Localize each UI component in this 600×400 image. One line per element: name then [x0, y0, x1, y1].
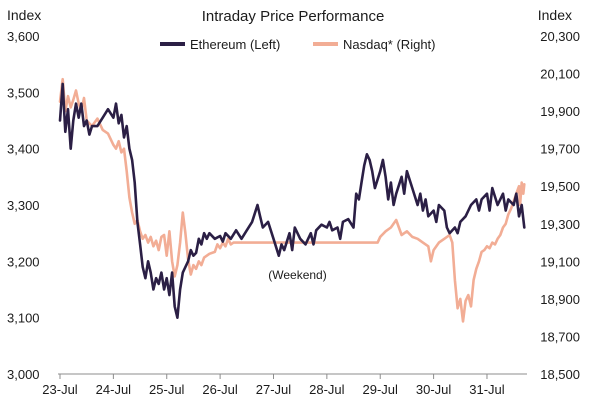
x-tick-label-3: 26-Jul — [202, 382, 238, 397]
x-tick-label-4: 27-Jul — [256, 382, 292, 397]
nasdaq-line — [58, 77, 526, 323]
chart-title: Intraday Price Performance — [202, 8, 385, 25]
right-tick-label-5: 19,500 — [540, 179, 580, 194]
left-tick-label-3: 3,300 — [7, 198, 40, 213]
legend-label-ethereum: Ethereum (Left) — [190, 37, 280, 52]
right-tick-label-3: 19,100 — [540, 254, 580, 269]
x-tick-label-7: 30-Jul — [416, 382, 452, 397]
right-tick-label-4: 19,300 — [540, 217, 580, 232]
legend: Ethereum (Left) Nasdaq* (Right) — [160, 37, 436, 52]
weekend-annotation: (Weekend) — [268, 268, 326, 282]
right-axis-title: Index — [538, 7, 572, 23]
left-axis-ticks: 3,000 3,100 3,200 3,300 3,400 3,500 3,600 — [7, 29, 40, 382]
x-tick-label-5: 28-Jul — [309, 382, 345, 397]
left-tick-label-4: 3,400 — [7, 142, 40, 157]
x-tick-label-0: 23-Jul — [42, 382, 78, 397]
x-tick-label-1: 24-Jul — [96, 382, 132, 397]
right-tick-label-2: 18,900 — [540, 292, 580, 307]
left-tick-label-1: 3,100 — [7, 311, 40, 326]
right-tick-label-0: 18,500 — [540, 367, 580, 382]
x-axis-ticks: 23-Jul 24-Jul 25-Jul 26-Jul 27-Jul 28-Jul 29-J… — [42, 374, 505, 397]
legend-label-nasdaq: Nasdaq* (Right) — [343, 37, 436, 52]
right-tick-label-7: 19,900 — [540, 104, 580, 119]
ethereum-line — [58, 82, 526, 319]
x-tick-label-8: 31-Jul — [469, 382, 505, 397]
left-tick-label-2: 3,200 — [7, 254, 40, 269]
x-tick-label-6: 29-Jul — [363, 382, 399, 397]
left-axis-title: Index — [7, 7, 41, 23]
x-tick-label-2: 25-Jul — [149, 382, 185, 397]
series-layer — [58, 77, 526, 323]
right-tick-label-1: 18,700 — [540, 329, 580, 344]
left-tick-label-0: 3,000 — [7, 367, 40, 382]
right-tick-label-6: 19,700 — [540, 142, 580, 157]
right-tick-label-8: 20,100 — [540, 67, 580, 82]
right-axis-ticks: 18,500 18,700 18,900 19,100 19,300 19,500 19,7… — [540, 29, 580, 382]
right-tick-label-9: 20,300 — [540, 29, 580, 44]
left-tick-label-5: 3,500 — [7, 85, 40, 100]
left-tick-label-6: 3,600 — [7, 29, 40, 44]
